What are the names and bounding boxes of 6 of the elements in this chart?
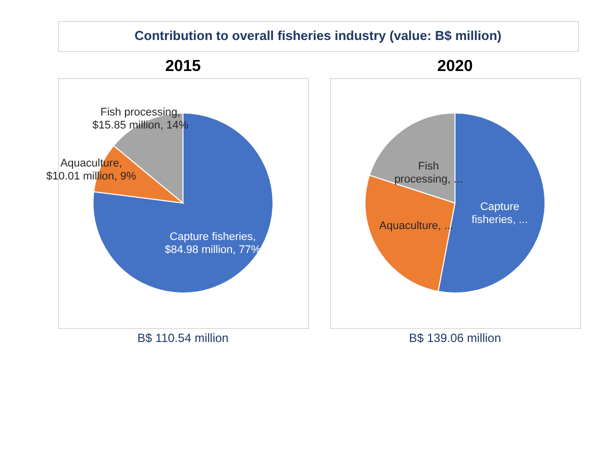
chart-title: 2015 [165,58,201,75]
text: B$ 110.54 million [137,331,229,345]
text: B$ 139.06 million [408,331,502,345]
chart-title: 2020 [437,58,473,75]
text: Contribution to overall fisheries industry (value: B$ million) [134,28,502,43]
slice-label: Capture fisheries, ... [472,201,528,226]
